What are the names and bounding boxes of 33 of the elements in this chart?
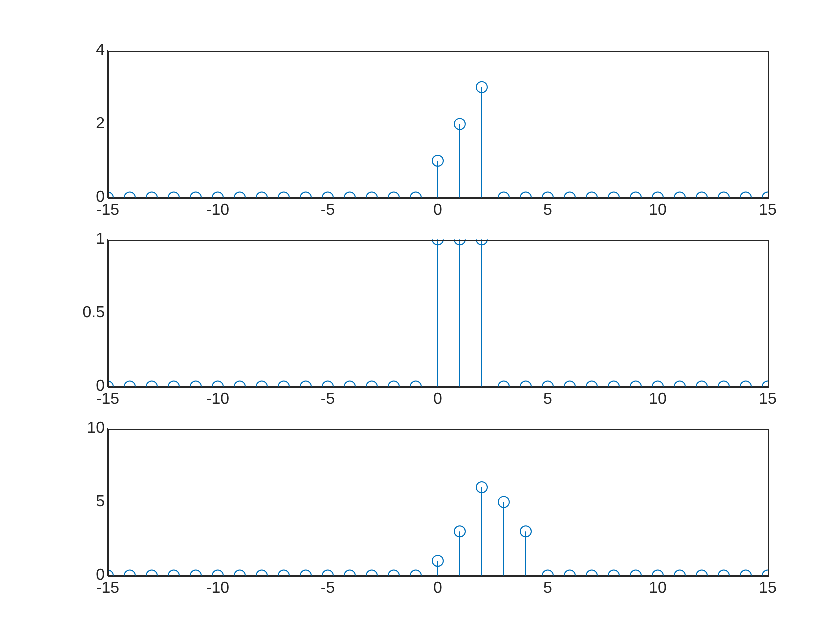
x-tick-label: 10 [649, 580, 667, 597]
y-tick-label: 2 [96, 116, 106, 133]
x-tick-label: 10 [649, 390, 667, 408]
y-tick-label: 0.5 [82, 304, 106, 322]
point [520, 526, 532, 538]
x-tick-label: 15 [759, 580, 777, 597]
x-tick-label: 10 [649, 202, 667, 219]
x-tick-label: -10 [206, 390, 230, 408]
y-tick-label: 10 [87, 420, 106, 438]
x-tick-label: -15 [96, 202, 120, 219]
x-tick-label: 5 [544, 390, 553, 408]
x-tick-label: -10 [206, 580, 230, 597]
point [476, 481, 488, 494]
x-tick-label: 15 [759, 390, 777, 408]
point [498, 496, 510, 508]
x-tick-label: -5 [320, 202, 336, 219]
x-tick-label: 0 [434, 390, 443, 408]
point [476, 81, 488, 94]
y-tick-label: 4 [96, 42, 106, 60]
point [454, 118, 466, 130]
x-tick-label: 5 [544, 580, 553, 597]
x-tick-label: -10 [206, 202, 230, 219]
x-tick-label: 0 [434, 202, 443, 219]
y-tick-label: 5 [96, 494, 106, 511]
x-tick-label: -5 [320, 390, 336, 408]
x-tick-label: -15 [96, 390, 120, 408]
x-tick-label: 15 [759, 202, 777, 219]
x-tick-label: -5 [320, 580, 336, 597]
y-tick-label: 1 [96, 231, 106, 248]
point [454, 526, 466, 538]
x-tick-label: 5 [544, 202, 553, 219]
x-tick-label: 0 [434, 580, 443, 597]
x-tick-label: -15 [96, 580, 120, 597]
